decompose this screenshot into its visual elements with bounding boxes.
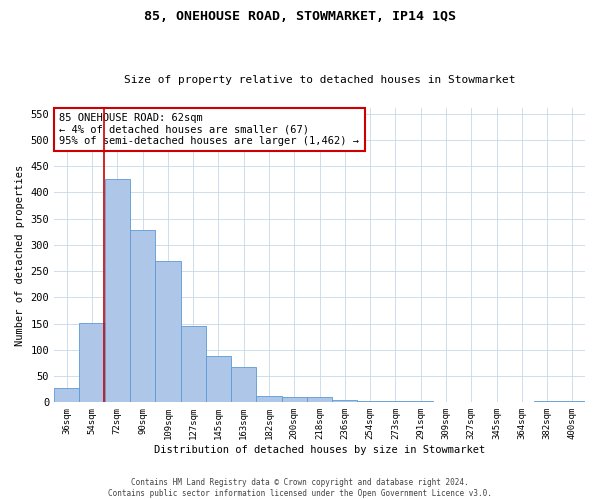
Bar	[281, 397, 307, 402]
Text: 85 ONEHOUSE ROAD: 62sqm
← 4% of detached houses are smaller (67)
95% of semi-det: 85 ONEHOUSE ROAD: 62sqm ← 4% of detached…	[59, 113, 359, 146]
Bar	[231, 366, 256, 402]
Text: Contains HM Land Registry data © Crown copyright and database right 2024.
Contai: Contains HM Land Registry data © Crown c…	[108, 478, 492, 498]
Bar	[256, 396, 281, 402]
Text: 85, ONEHOUSE ROAD, STOWMARKET, IP14 1QS: 85, ONEHOUSE ROAD, STOWMARKET, IP14 1QS	[144, 10, 456, 23]
Bar	[358, 401, 383, 402]
Bar	[307, 397, 332, 402]
Bar	[206, 356, 231, 403]
Bar	[105, 180, 130, 402]
Bar	[181, 326, 206, 402]
Y-axis label: Number of detached properties: Number of detached properties	[15, 165, 25, 346]
Bar	[54, 388, 79, 402]
Bar	[332, 400, 358, 402]
Bar	[155, 260, 181, 402]
Bar	[130, 230, 155, 402]
X-axis label: Distribution of detached houses by size in Stowmarket: Distribution of detached houses by size …	[154, 445, 485, 455]
Title: Size of property relative to detached houses in Stowmarket: Size of property relative to detached ho…	[124, 76, 515, 86]
Bar	[535, 401, 560, 402]
Bar	[79, 322, 105, 402]
